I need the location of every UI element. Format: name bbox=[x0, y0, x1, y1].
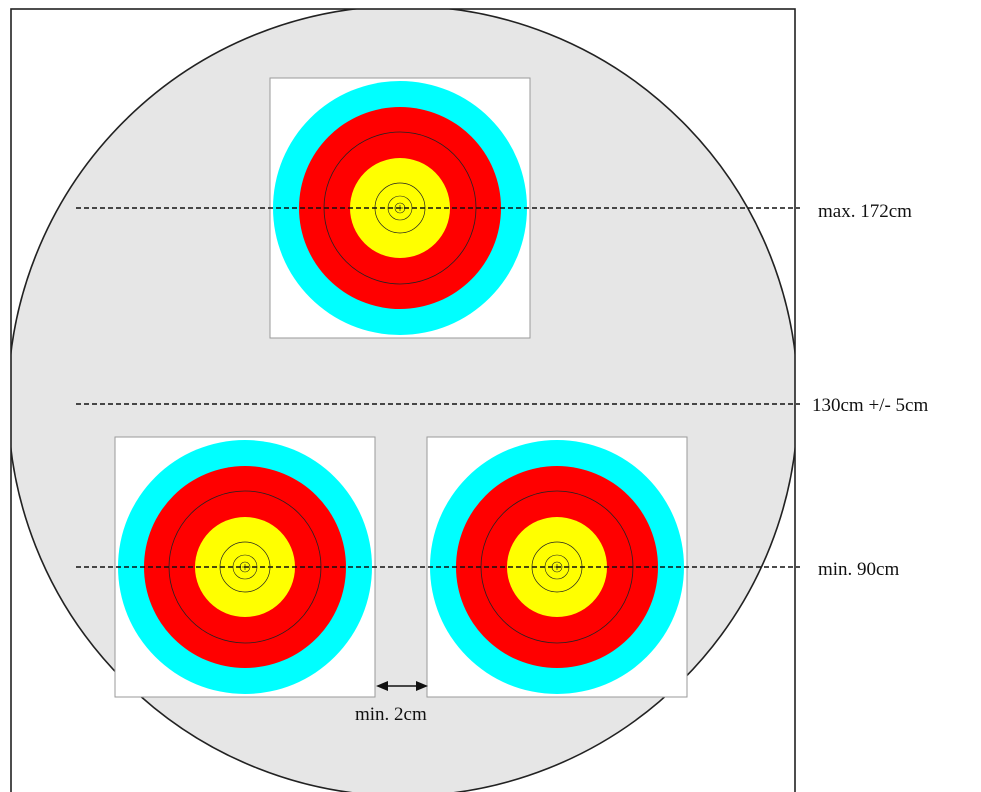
min-height-label: min. 90cm bbox=[818, 559, 900, 580]
boss-frame bbox=[10, 8, 796, 792]
min-gap-arrow bbox=[376, 681, 428, 691]
center-height-label: 130cm +/- 5cm bbox=[812, 395, 929, 416]
min-gap-label: min. 2cm bbox=[355, 704, 427, 725]
max-height-label: max. 172cm bbox=[818, 201, 912, 222]
